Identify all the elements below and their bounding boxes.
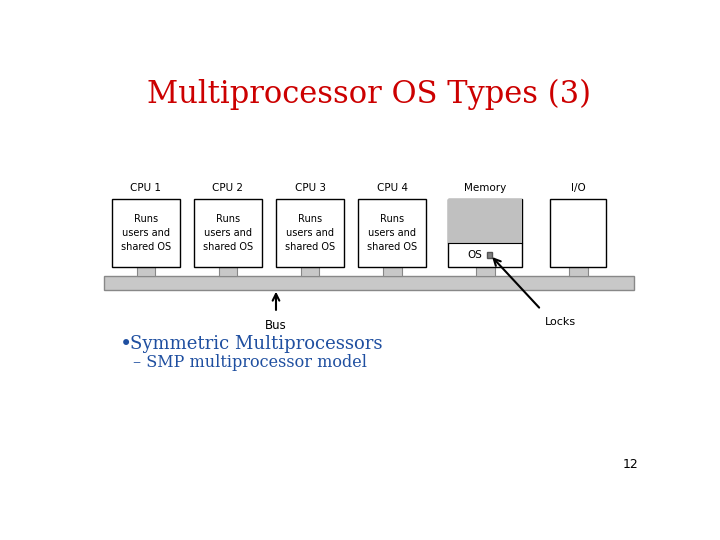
- Text: CPU 3: CPU 3: [294, 183, 325, 193]
- Bar: [301, 267, 320, 276]
- Text: Memory: Memory: [464, 183, 506, 193]
- Text: Multiprocessor OS Types (3): Multiprocessor OS Types (3): [147, 78, 591, 110]
- Bar: [487, 252, 492, 258]
- Text: Symmetric Multiprocessors: Symmetric Multiprocessors: [130, 335, 383, 353]
- Text: – SMP multiprocessor model: – SMP multiprocessor model: [132, 354, 366, 372]
- Bar: [449, 199, 522, 244]
- Text: Runs
users and
shared OS: Runs users and shared OS: [203, 214, 253, 252]
- Text: Runs
users and
shared OS: Runs users and shared OS: [285, 214, 336, 252]
- Bar: [569, 267, 588, 276]
- Text: •: •: [120, 334, 132, 354]
- Bar: [383, 267, 402, 276]
- Text: Runs
users and
shared OS: Runs users and shared OS: [121, 214, 171, 252]
- Bar: [104, 276, 634, 289]
- Bar: [358, 199, 426, 267]
- Bar: [476, 267, 495, 276]
- Text: Runs
users and
shared OS: Runs users and shared OS: [367, 214, 418, 252]
- Bar: [449, 199, 522, 267]
- Text: Locks: Locks: [545, 318, 576, 327]
- Bar: [112, 199, 180, 267]
- Bar: [219, 267, 238, 276]
- Text: 12: 12: [623, 458, 639, 471]
- Text: CPU 2: CPU 2: [212, 183, 243, 193]
- Text: CPU 1: CPU 1: [130, 183, 161, 193]
- Text: I/O: I/O: [571, 183, 585, 193]
- Bar: [276, 199, 344, 267]
- Bar: [194, 199, 262, 267]
- Bar: [137, 267, 155, 276]
- Text: CPU 4: CPU 4: [377, 183, 408, 193]
- Bar: [550, 199, 606, 267]
- Text: OS: OS: [467, 250, 482, 260]
- Text: Bus: Bus: [265, 319, 287, 332]
